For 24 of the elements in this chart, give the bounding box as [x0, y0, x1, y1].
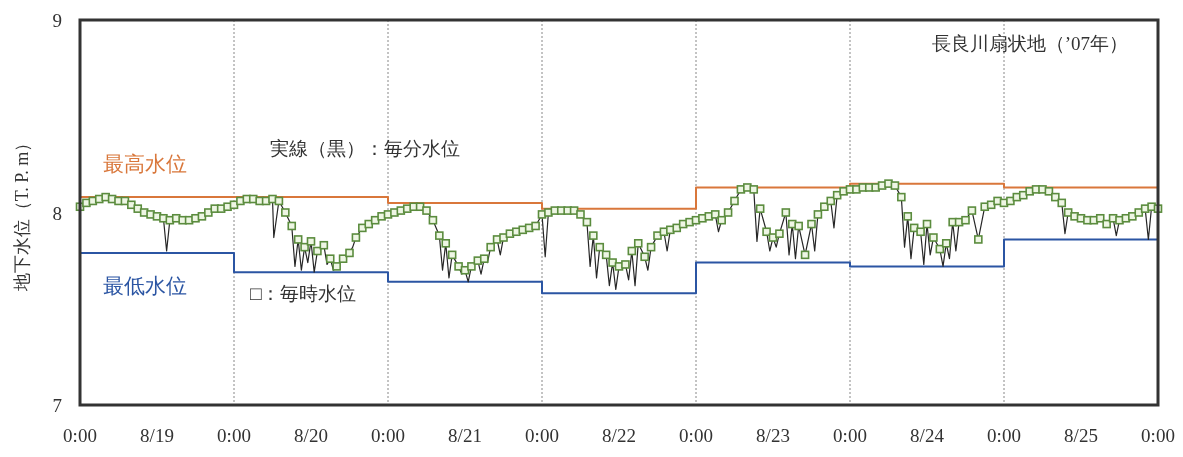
- x-tick-label: 0:00: [1141, 425, 1175, 446]
- annotation: 長良川扇状地（’07年）: [931, 33, 1128, 54]
- series-label: 最高水位: [103, 152, 187, 177]
- series-label: 最低水位: [103, 273, 187, 298]
- x-tick-label: 0:00: [371, 425, 405, 446]
- y-tick-label: 9: [52, 10, 62, 31]
- x-tick-label: 8/24: [910, 425, 945, 446]
- x-tick-label: 0:00: [63, 425, 97, 446]
- y-tick-label: 8: [52, 202, 62, 224]
- x-tick-label: 8/22: [602, 425, 636, 446]
- x-tick-label: 8/21: [448, 425, 482, 446]
- x-tick-label: 0:00: [679, 425, 713, 446]
- x-tick-label: 0:00: [217, 425, 251, 446]
- x-tick-label: 8/23: [756, 425, 790, 446]
- x-tick-label: 0:00: [987, 425, 1021, 446]
- x-tick-label: 0:00: [525, 425, 559, 446]
- x-tick-label: 8/19: [140, 425, 174, 446]
- annotation: 実線（黒）：毎分水位: [270, 138, 460, 159]
- x-tick-label: 8/20: [294, 425, 328, 446]
- x-tick-label: 8/25: [1064, 425, 1098, 446]
- annotation: □：毎時水位: [250, 283, 357, 304]
- y-axis-title: 地下水位（T. P. m）: [12, 133, 32, 293]
- x-tick-label: 0:00: [833, 425, 867, 446]
- y-tick-label: 7: [52, 395, 62, 416]
